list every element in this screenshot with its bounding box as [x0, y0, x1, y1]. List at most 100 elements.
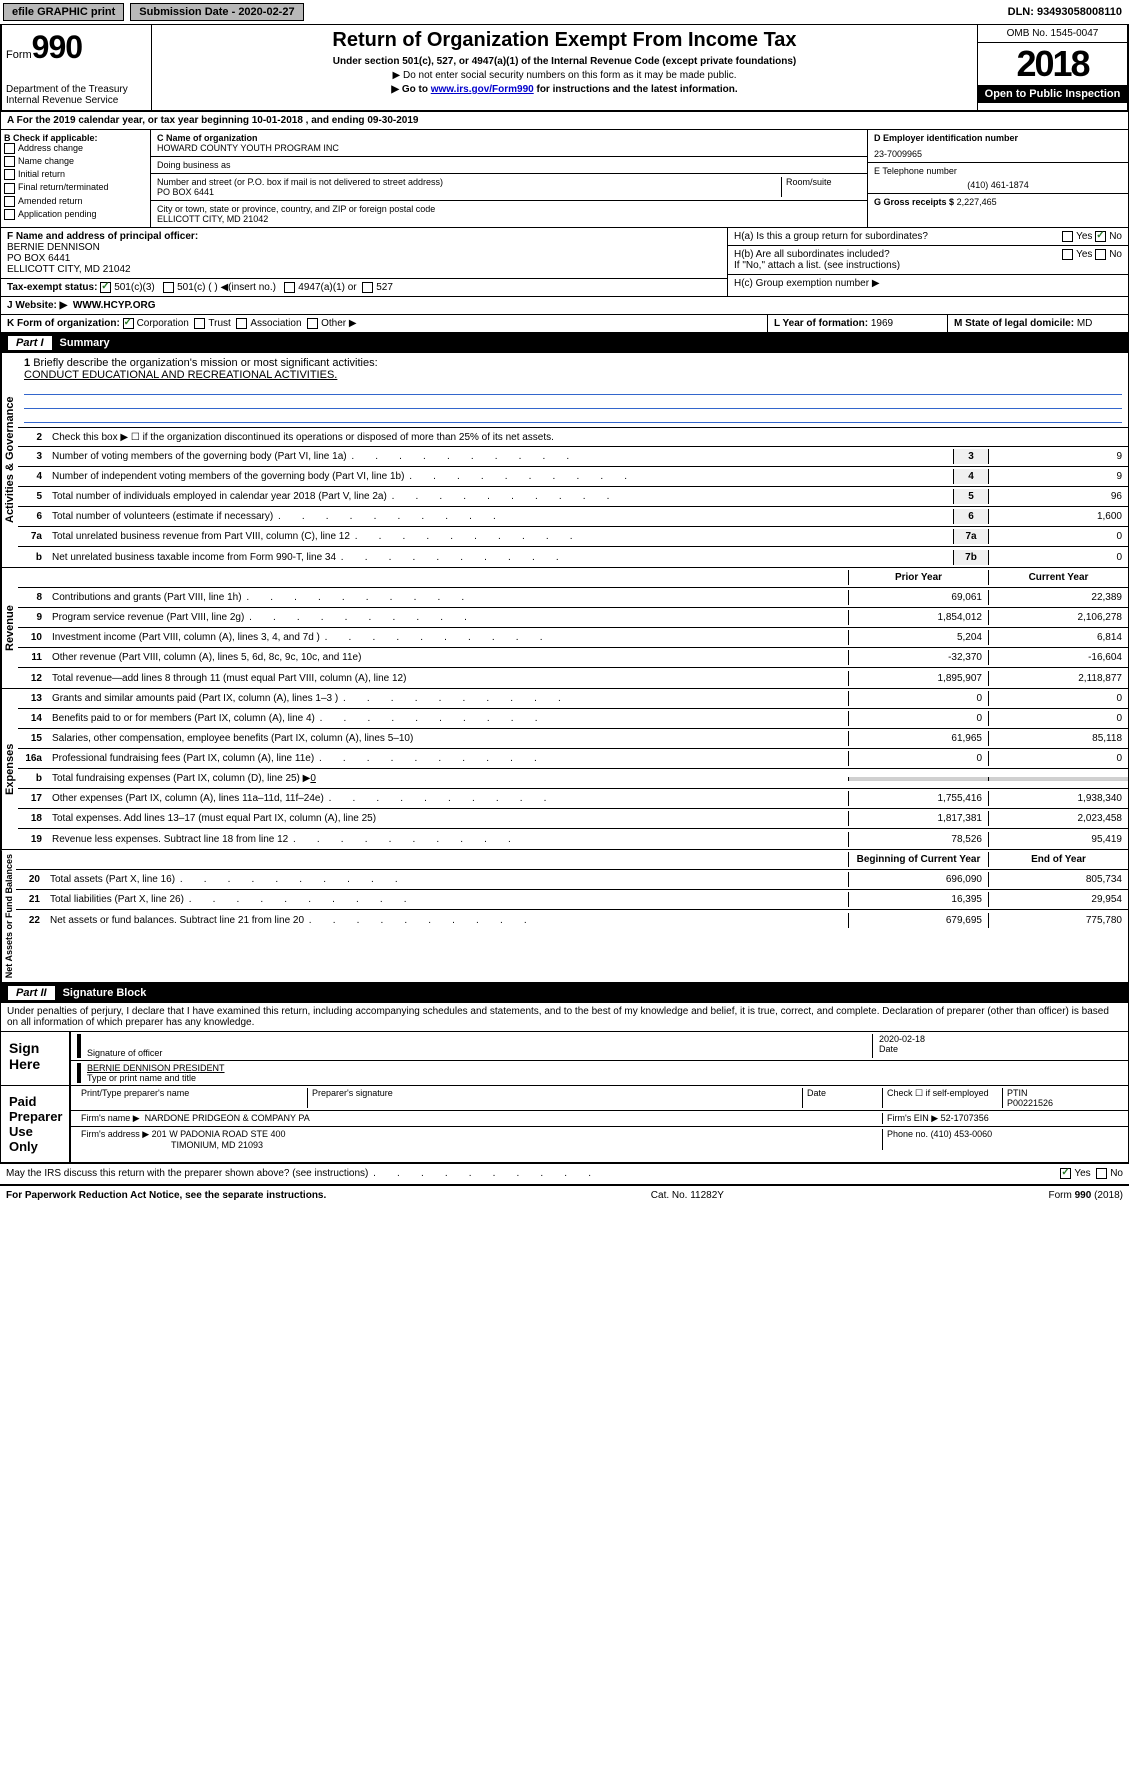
org-name-row: C Name of organization HOWARD COUNTY YOU… — [151, 130, 867, 157]
l9-c: 2,106,278 — [988, 610, 1128, 625]
dln-text: DLN: 93493058008110 — [1008, 6, 1126, 18]
l16a-c: 0 — [988, 751, 1128, 766]
l8-text: Contributions and grants (Part VIII, lin… — [48, 590, 848, 605]
l9-p: 1,854,012 — [848, 610, 988, 625]
part1-label: Part I — [8, 336, 52, 350]
l8-c: 22,389 — [988, 590, 1128, 605]
cb-501c3[interactable] — [100, 282, 111, 293]
l22-p: 679,695 — [848, 913, 988, 928]
l20-c: 805,734 — [988, 872, 1128, 887]
firm-phone: (410) 453-0060 — [931, 1129, 993, 1139]
part2-title: Signature Block — [63, 987, 147, 999]
phone-label: E Telephone number — [874, 166, 1122, 176]
cb-amended[interactable]: Amended return — [4, 196, 147, 207]
note-1: ▶ Do not enter social security numbers o… — [156, 70, 973, 81]
hb-yes[interactable] — [1062, 249, 1073, 260]
cb-trust[interactable] — [194, 318, 205, 329]
klm-row: K Form of organization: Corporation Trus… — [0, 315, 1129, 333]
cb-4947[interactable] — [284, 282, 295, 293]
ha-no[interactable] — [1095, 231, 1106, 242]
info-grid: B Check if applicable: Address change Na… — [0, 130, 1129, 228]
l-cell: L Year of formation: 1969 — [768, 315, 948, 332]
cb-other[interactable] — [307, 318, 318, 329]
l14-p: 0 — [848, 711, 988, 726]
addr-label: Number and street (or P.O. box if mail i… — [157, 177, 781, 187]
dba-row: Doing business as — [151, 157, 867, 174]
cb-pending[interactable]: Application pending — [4, 209, 147, 220]
cb-name[interactable]: Name change — [4, 156, 147, 167]
l21-c: 29,954 — [988, 892, 1128, 907]
check-se-label: Check ☐ if self-employed — [882, 1088, 1002, 1108]
cb-assoc[interactable] — [236, 318, 247, 329]
m-label: M State of legal domicile: — [954, 318, 1074, 329]
opt-527: 527 — [376, 282, 393, 293]
l1-value: CONDUCT EDUCATIONAL AND RECREATIONAL ACT… — [24, 369, 1122, 381]
header-center: Return of Organization Exempt From Incom… — [152, 25, 977, 110]
firm-addr-label: Firm's address ▶ — [81, 1129, 149, 1139]
addr-row: Number and street (or P.O. box if mail i… — [151, 174, 867, 201]
l5-text: Total number of individuals employed in … — [48, 489, 953, 504]
discuss-yes[interactable] — [1060, 1168, 1071, 1179]
efile-btn[interactable]: efile GRAPHIC print — [3, 3, 124, 21]
ha-yes[interactable] — [1062, 231, 1073, 242]
net-label: Net Assets or Fund Balances — [1, 850, 16, 982]
cb-final[interactable]: Final return/terminated — [4, 182, 147, 193]
ptin-value: P00221526 — [1007, 1098, 1122, 1108]
blue-line-2 — [24, 395, 1122, 409]
opt-501c3: 501(c)(3) — [114, 282, 155, 293]
note-2: ▶ Go to www.irs.gov/Form990 for instruct… — [156, 84, 973, 95]
l16a-p: 0 — [848, 751, 988, 766]
l5-val: 96 — [988, 489, 1128, 504]
prep-date-label: Date — [802, 1088, 882, 1108]
l16b-p — [848, 777, 988, 781]
ein-value: 23-7009965 — [874, 149, 1122, 159]
l11-p: -32,370 — [848, 650, 988, 665]
net-section: Net Assets or Fund Balances Beginning of… — [0, 850, 1129, 983]
gross-row: G Gross receipts $ 2,227,465 — [868, 194, 1128, 210]
l10-text: Investment income (Part VIII, column (A)… — [48, 630, 848, 645]
l14-c: 0 — [988, 711, 1128, 726]
cb-initial[interactable]: Initial return — [4, 169, 147, 180]
paid-prep-label: Paid Preparer Use Only — [1, 1086, 71, 1162]
form990-link[interactable]: www.irs.gov/Form990 — [431, 84, 534, 95]
m-cell: M State of legal domicile: MD — [948, 315, 1128, 332]
l20-text: Total assets (Part X, line 16) — [46, 872, 848, 887]
hc-row: H(c) Group exemption number ▶ — [728, 275, 1128, 292]
officer-name-sig: BERNIE DENNISON PRESIDENT — [87, 1063, 1122, 1073]
discuss-no[interactable] — [1096, 1168, 1107, 1179]
l7b-text: Net unrelated business taxable income fr… — [48, 550, 953, 565]
l11-text: Other revenue (Part VIII, column (A), li… — [48, 650, 848, 665]
part1-header: Part I Summary — [0, 333, 1129, 353]
l19-p: 78,526 — [848, 832, 988, 847]
expenses-section: Expenses 13Grants and similar amounts pa… — [0, 689, 1129, 850]
cb-527[interactable] — [362, 282, 373, 293]
l1-text: Briefly describe the organization's miss… — [33, 357, 377, 369]
l15-p: 61,965 — [848, 731, 988, 746]
officer-addr1: PO BOX 6441 — [7, 253, 721, 264]
discuss-text: May the IRS discuss this return with the… — [6, 1168, 593, 1179]
k-label: K Form of organization: — [7, 318, 120, 329]
l16b-c — [988, 777, 1128, 781]
firm-ein-label: Firm's EIN ▶ — [887, 1113, 938, 1123]
form-header: Form990 Department of the Treasury Inter… — [0, 25, 1129, 112]
l17-c: 1,938,340 — [988, 791, 1128, 806]
submission-btn[interactable]: Submission Date - 2020-02-27 — [130, 3, 303, 21]
l13-c: 0 — [988, 691, 1128, 706]
check-b-head: B Check if applicable: — [4, 133, 147, 143]
hb-no[interactable] — [1095, 249, 1106, 260]
org-name: HOWARD COUNTY YOUTH PROGRAM INC — [157, 143, 861, 153]
l9-text: Program service revenue (Part VIII, line… — [48, 610, 848, 625]
l13-p: 0 — [848, 691, 988, 706]
phone-row: E Telephone number (410) 461-1874 — [868, 163, 1128, 194]
governance-section: Activities & Governance 1 Briefly descri… — [0, 353, 1129, 568]
l14-text: Benefits paid to or for members (Part IX… — [48, 711, 848, 726]
hb-text: H(b) Are all subordinates included? — [734, 249, 890, 260]
col-d: D Employer identification number 23-7009… — [868, 130, 1128, 227]
begin-head: Beginning of Current Year — [848, 852, 988, 867]
top-bar: efile GRAPHIC print Submission Date - 20… — [0, 0, 1129, 25]
cb-501c[interactable] — [163, 282, 174, 293]
ein-label: D Employer identification number — [874, 133, 1122, 143]
firm-name-label: Firm's name ▶ — [81, 1113, 140, 1123]
cb-corp[interactable] — [123, 318, 134, 329]
cb-address[interactable]: Address change — [4, 143, 147, 154]
